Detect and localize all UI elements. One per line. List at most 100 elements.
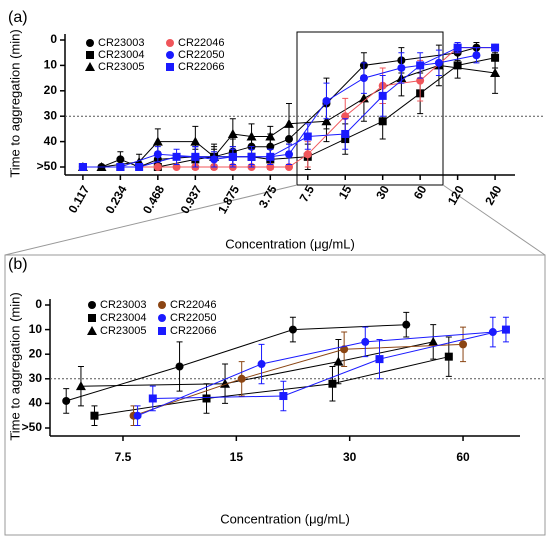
data-point: [333, 356, 344, 366]
series-line: [152, 329, 507, 399]
data-point: [328, 379, 337, 388]
x-tick-label: 0.234: [103, 183, 130, 216]
data-point: [285, 150, 294, 159]
data-point: [378, 117, 387, 126]
data-point: [266, 163, 275, 171]
legend-label: CR22046: [178, 37, 224, 49]
data-point: [148, 394, 157, 403]
data-point: [428, 336, 439, 346]
data-point: [116, 155, 125, 164]
legend-label: CR22050: [170, 312, 216, 324]
data-point: [153, 163, 162, 171]
zoom-panel-frame: [4, 254, 546, 536]
data-point: [202, 394, 211, 403]
legend-label: CR22046: [170, 299, 216, 311]
data-point: [247, 152, 256, 161]
data-point: [62, 396, 71, 405]
x-tick-label: 0.468: [140, 183, 167, 216]
legend-label: CR23003: [98, 37, 144, 49]
y-tick-label: 30: [44, 108, 58, 122]
legend-label: CR22050: [178, 49, 224, 61]
series-line: [66, 324, 407, 402]
x-axis-label: Concentration (μg/mL): [225, 236, 355, 251]
data-point: [416, 61, 425, 70]
data-point: [358, 93, 369, 103]
legend-marker: [86, 51, 94, 59]
data-point: [266, 152, 275, 161]
data-point: [175, 362, 184, 371]
data-point: [375, 355, 384, 364]
data-point: [116, 163, 125, 171]
x-tick-label: 30: [373, 183, 392, 202]
legend-marker: [166, 51, 174, 59]
legend-marker: [158, 327, 166, 335]
data-point: [279, 392, 288, 401]
x-tick-label: 7.5: [297, 183, 318, 205]
x-tick-label: 0.937: [178, 183, 205, 216]
data-point: [490, 68, 501, 78]
x-tick-label: 120: [445, 183, 467, 208]
data-point: [190, 136, 201, 146]
data-point: [459, 340, 468, 349]
data-point: [172, 152, 181, 161]
legend-marker: [87, 326, 97, 335]
x-tick-label: 3.75: [256, 183, 280, 211]
zoom-connector: [4, 184, 298, 256]
x-tick-label: 15: [336, 183, 355, 202]
y-tick-label: 40: [44, 134, 58, 148]
data-point: [78, 163, 87, 171]
y-tick-label: 30: [29, 371, 43, 385]
legend-label: CR23005: [98, 61, 144, 73]
data-point: [359, 74, 368, 83]
zoom-box: [296, 31, 444, 186]
y-axis-label: Time to aggregation (min): [7, 29, 22, 177]
y-tick-label: 40: [29, 396, 43, 410]
data-point: [402, 320, 411, 329]
data-point: [152, 136, 163, 146]
data-point: [321, 116, 332, 126]
data-point: [303, 150, 312, 159]
data-point: [191, 152, 200, 161]
legend-label: CR22066: [178, 61, 224, 73]
y-tick-label: 20: [44, 83, 58, 97]
legend-marker: [158, 314, 166, 322]
data-point: [341, 112, 350, 121]
y-tick-label: >50: [37, 159, 58, 173]
x-tick-label: 240: [482, 183, 504, 208]
legend-label: CR22066: [170, 325, 216, 337]
legend-marker: [166, 63, 174, 71]
legend-marker: [85, 62, 95, 71]
data-point: [378, 91, 387, 100]
series-line: [133, 343, 464, 417]
panel-label: (a): [8, 9, 28, 26]
legend-label: CR23003: [100, 299, 146, 311]
legend-marker: [166, 39, 174, 47]
legend-label: CR23004: [98, 49, 144, 61]
x-axis-label: Concentration (μg/mL): [220, 511, 350, 526]
data-point: [265, 131, 276, 141]
x-tick-label: 30: [343, 450, 357, 464]
data-point: [434, 58, 443, 67]
data-point: [135, 163, 144, 171]
legend-marker: [88, 301, 96, 309]
data-point: [284, 118, 295, 128]
data-point: [228, 152, 237, 161]
series-line: [80, 341, 434, 387]
panel-label: (b): [8, 256, 28, 273]
series-line: [82, 47, 496, 168]
data-point: [397, 63, 406, 72]
x-tick-label: 7.5: [115, 450, 132, 464]
data-point: [153, 150, 162, 159]
series-line: [137, 331, 493, 417]
y-tick-label: >50: [22, 420, 43, 434]
data-point: [453, 43, 462, 52]
data-point: [227, 128, 238, 138]
data-point: [322, 96, 331, 105]
data-point: [133, 411, 142, 420]
data-point: [501, 325, 510, 334]
x-tick-label: 0.117: [65, 183, 92, 216]
series-line: [82, 57, 496, 168]
y-tick-label: 10: [29, 322, 43, 336]
legend-marker: [158, 301, 166, 309]
